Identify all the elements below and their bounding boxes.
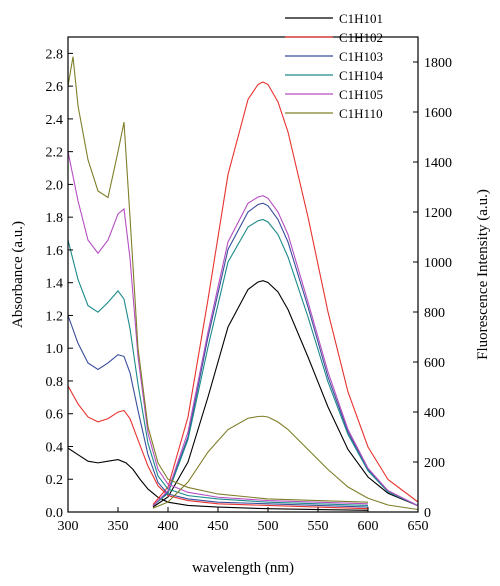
x-tick-label: 650: [408, 519, 429, 534]
absorbance-line-c1h101: [67, 447, 369, 511]
y-left-tick-label: 0.0: [46, 506, 64, 521]
y-left-tick-label: 0.4: [46, 440, 64, 455]
fluorescence-line-c1h104: [152, 218, 419, 507]
fluorescence-line-c1h102: [152, 81, 419, 505]
fluorescence-line-c1h105: [152, 195, 419, 507]
y-left-tick-label: 2.6: [46, 80, 64, 95]
y-axis-right: 0 200 400 600 800 1000 1200 1400 1600 1800: [413, 56, 452, 521]
y-left-tick-label: 0.6: [46, 408, 64, 423]
x-axis-title: wavelength (nm): [192, 560, 294, 576]
x-tick-label: 450: [208, 519, 229, 534]
fluorescence-line-c1h101: [152, 280, 419, 508]
y-left-tick-label: 2.4: [46, 113, 64, 128]
legend-label: C1H104: [339, 68, 384, 83]
y-left-tick-label: 0.2: [46, 473, 64, 488]
x-tick-label: 300: [58, 519, 79, 534]
series-layer: [67, 56, 419, 511]
x-tick-label: 500: [258, 519, 279, 534]
x-tick-label: 350: [108, 519, 129, 534]
y-left-tick-label: 1.2: [46, 309, 64, 324]
x-tick-label: 550: [308, 519, 329, 534]
y-right-tick-label: 0: [424, 506, 431, 521]
absorbance-line-c1h103: [67, 315, 369, 508]
x-tick-label: 400: [158, 519, 179, 534]
y-axis-left: 0.0 0.2 0.4 0.6 0.8 1.0 1.2 1.4 1.6 1.8 2.0 2.2 2.4 2…: [46, 47, 73, 521]
y-right-tick-label: 400: [424, 406, 445, 421]
fluorescence-line-c1h103: [152, 202, 419, 507]
legend-label: C1H105: [339, 87, 383, 102]
x-axis: 300 350 400 450 500 550 600 650: [58, 507, 429, 534]
y-left-tick-label: 2.0: [46, 178, 64, 193]
y-left-tick-label: 1.6: [46, 244, 64, 259]
legend-label: C1H103: [339, 49, 383, 64]
y-right-tick-label: 1800: [424, 56, 452, 71]
absorbance-line-c1h110: [67, 56, 369, 503]
y-left-tick-label: 0.8: [46, 375, 64, 390]
legend-label: C1H110: [339, 106, 383, 121]
y-left-tick-label: 1.8: [46, 211, 64, 226]
y-left-tick-label: 2.2: [46, 146, 64, 161]
y-left-tick-label: 2.8: [46, 47, 64, 62]
y-axis-left-title: Absorbance (a.u.): [10, 221, 26, 328]
y-right-tick-label: 600: [424, 356, 445, 371]
legend-label: C1H102: [339, 30, 383, 45]
absorbance-line-c1h102: [67, 385, 369, 510]
plot-frame: [67, 36, 419, 513]
y-right-tick-label: 800: [424, 306, 445, 321]
y-right-tick-label: 1200: [424, 206, 452, 221]
absorbance-line-c1h104: [67, 239, 369, 506]
x-tick-label: 600: [358, 519, 379, 534]
fluorescence-line-c1h110: [152, 415, 419, 511]
legend-label: C1H101: [339, 11, 383, 26]
y-right-tick-label: 1000: [424, 256, 452, 271]
absorbance-line-c1h105: [67, 151, 369, 505]
y-right-tick-label: 200: [424, 456, 445, 471]
y-left-tick-label: 1.0: [46, 342, 64, 357]
y-right-tick-label: 1400: [424, 156, 452, 171]
y-right-tick-label: 1600: [424, 106, 452, 121]
legend: C1H101 C1H102 C1H103 C1H104 C1H105 C1H110: [285, 11, 384, 121]
y-axis-right-title: Fluorescence Intensity (a.u.): [475, 189, 491, 360]
y-left-tick-label: 1.4: [46, 277, 64, 292]
